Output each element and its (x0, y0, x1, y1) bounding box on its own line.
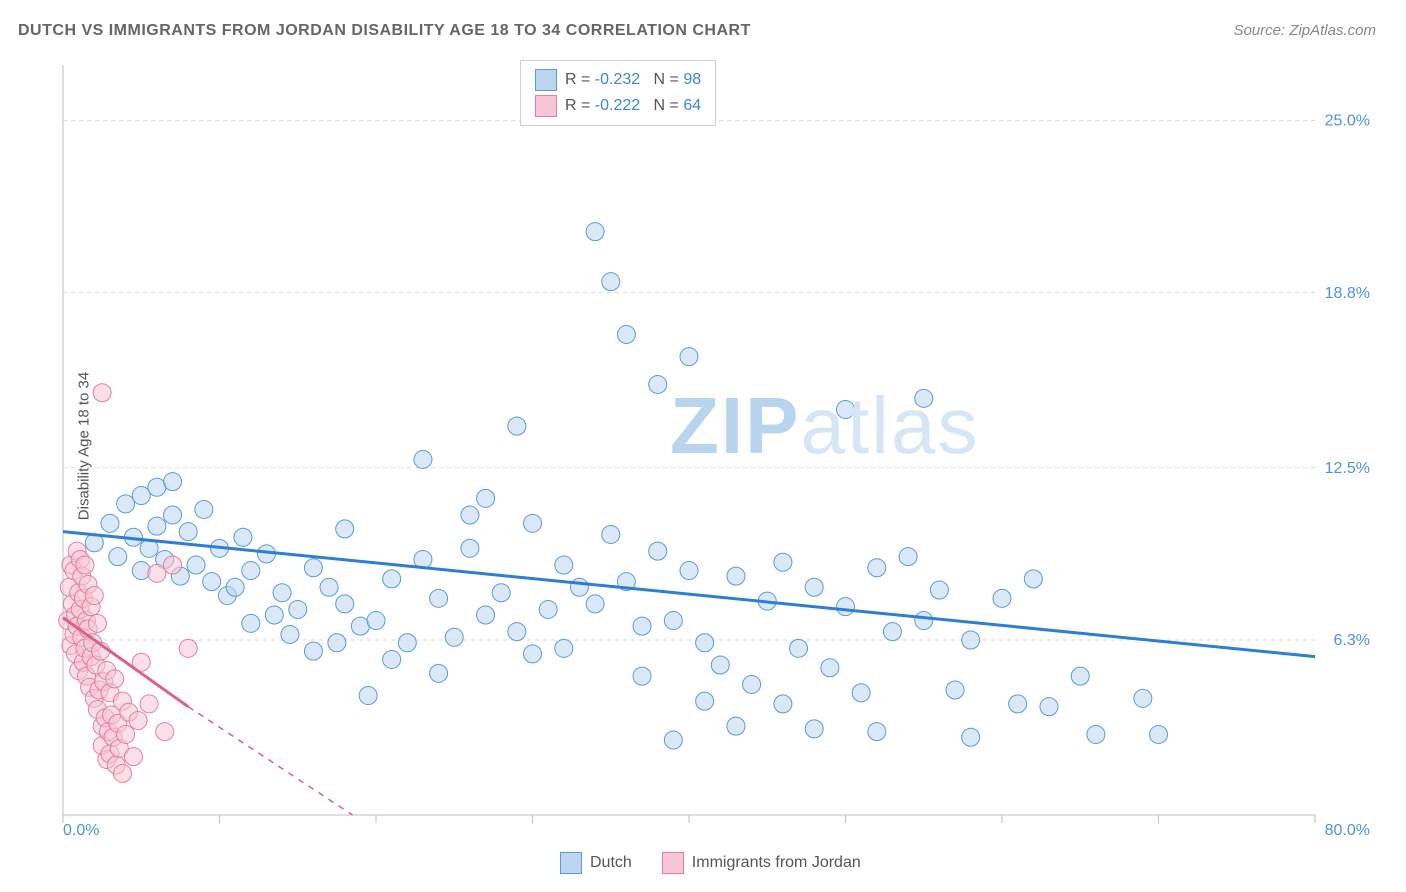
scatter-plot: 6.3% 12.5% 18.8% 25.0% 0.0% 80.0% (55, 55, 1375, 835)
legend-item: Dutch (560, 852, 632, 874)
svg-text:80.0%: 80.0% (1325, 822, 1370, 835)
corr-legend-row: R = -0.232 N = 98 (535, 67, 701, 93)
svg-text:18.8%: 18.8% (1325, 285, 1370, 302)
correlation-legend: R = -0.232 N = 98R = -0.222 N = 64 (520, 60, 716, 126)
svg-text:6.3%: 6.3% (1334, 632, 1370, 649)
svg-text:25.0%: 25.0% (1325, 113, 1370, 130)
svg-text:0.0%: 0.0% (63, 822, 99, 835)
chart-title: DUTCH VS IMMIGRANTS FROM JORDAN DISABILI… (18, 22, 751, 40)
svg-text:12.5%: 12.5% (1325, 460, 1370, 477)
series-legend: Dutch Immigrants from Jordan (560, 852, 861, 874)
legend-item: Immigrants from Jordan (662, 852, 861, 874)
chart-source: Source: ZipAtlas.com (1233, 22, 1376, 39)
corr-legend-row: R = -0.222 N = 64 (535, 93, 701, 119)
